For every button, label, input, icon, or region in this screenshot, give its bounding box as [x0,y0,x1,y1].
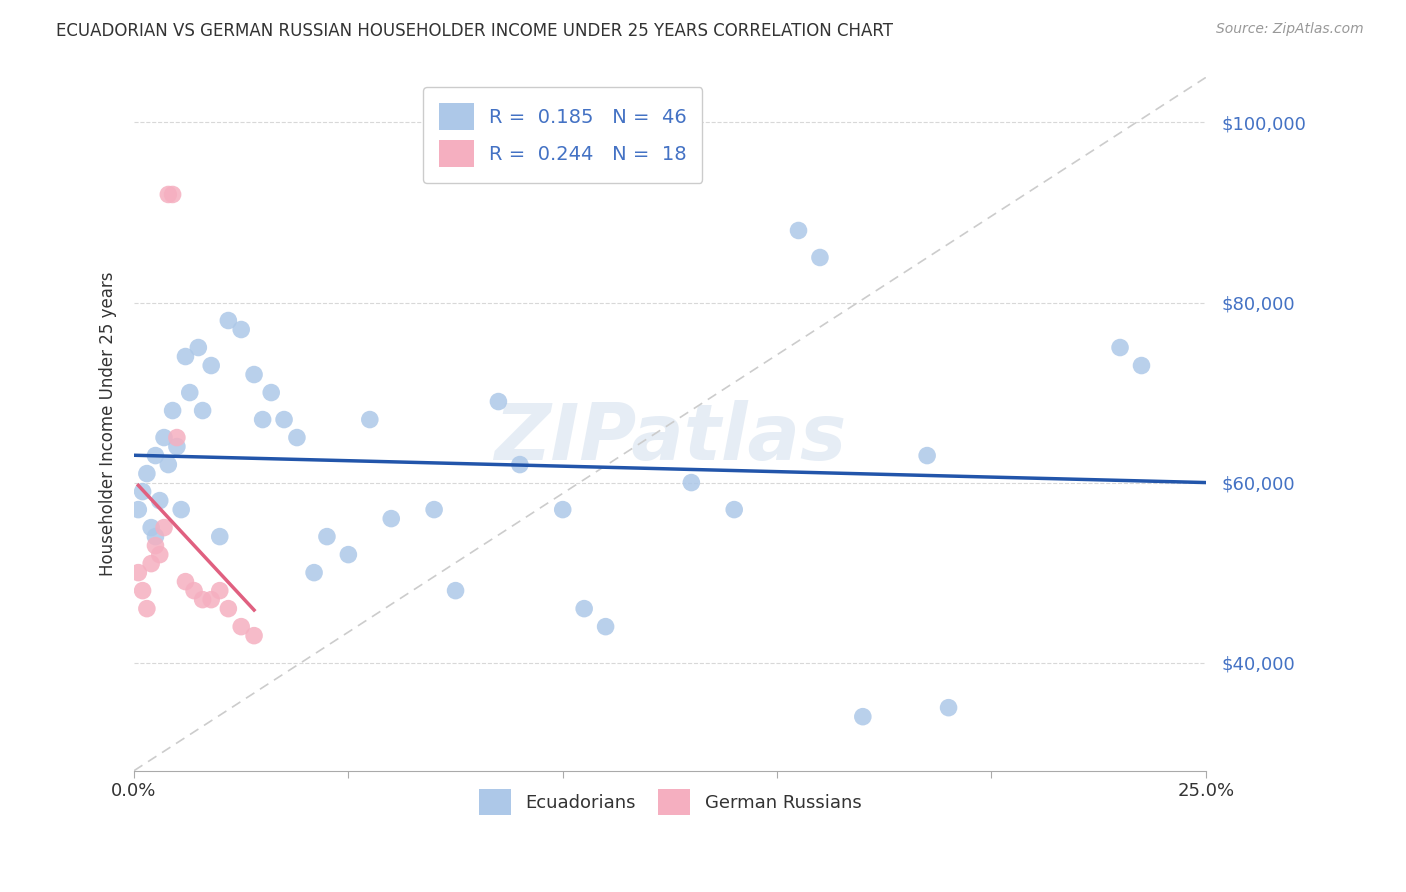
Point [595,620,617,634]
Point [337,548,360,562]
Point [243,629,266,643]
Text: ZIPatlas: ZIPatlas [494,400,846,476]
Point [191,592,214,607]
Point [572,601,595,615]
Point [231,620,253,634]
Point [787,223,810,237]
Point [273,412,295,426]
Point [174,574,197,589]
Point [231,322,253,336]
Point [915,449,938,463]
Point [191,403,214,417]
Point [316,530,339,544]
Text: Source: ZipAtlas.com: Source: ZipAtlas.com [1216,22,1364,37]
Point [302,566,325,580]
Point [145,530,167,544]
Point [183,583,205,598]
Point [127,566,149,580]
Point [359,412,381,426]
Point [145,539,167,553]
Text: ECUADORIAN VS GERMAN RUSSIAN HOUSEHOLDER INCOME UNDER 25 YEARS CORRELATION CHART: ECUADORIAN VS GERMAN RUSSIAN HOUSEHOLDER… [56,22,893,40]
Point [423,502,446,516]
Point [200,359,222,373]
Y-axis label: Householder Income Under 25 years: Householder Income Under 25 years [100,272,117,576]
Point [131,583,153,598]
Point [208,583,231,598]
Point [260,385,283,400]
Point [170,502,193,516]
Point [1109,341,1132,355]
Point [252,412,274,426]
Point [157,458,180,472]
Point [149,548,172,562]
Point [681,475,703,490]
Point [1130,359,1153,373]
Point [135,467,157,481]
Point [179,385,201,400]
Point [187,341,209,355]
Point [153,431,176,445]
Point [174,350,197,364]
Point [723,502,745,516]
Point [131,484,153,499]
Point [217,601,239,615]
Point [166,440,188,454]
Point [808,251,831,265]
Point [149,493,172,508]
Point [551,502,574,516]
Point [217,313,239,327]
Point [380,511,402,525]
Point [153,520,176,534]
Point [444,583,467,598]
Point [162,187,184,202]
Point [509,458,531,472]
Point [127,502,149,516]
Point [141,557,163,571]
Point [488,394,510,409]
Point [135,601,157,615]
Point [157,187,180,202]
Point [200,592,222,607]
Point [938,700,960,714]
Point [852,709,875,723]
Point [166,431,188,445]
Point [141,520,163,534]
Point [162,403,184,417]
Point [243,368,266,382]
Point [145,449,167,463]
Point [285,431,308,445]
Point [208,530,231,544]
Legend: Ecuadorians, German Russians: Ecuadorians, German Russians [470,780,870,824]
